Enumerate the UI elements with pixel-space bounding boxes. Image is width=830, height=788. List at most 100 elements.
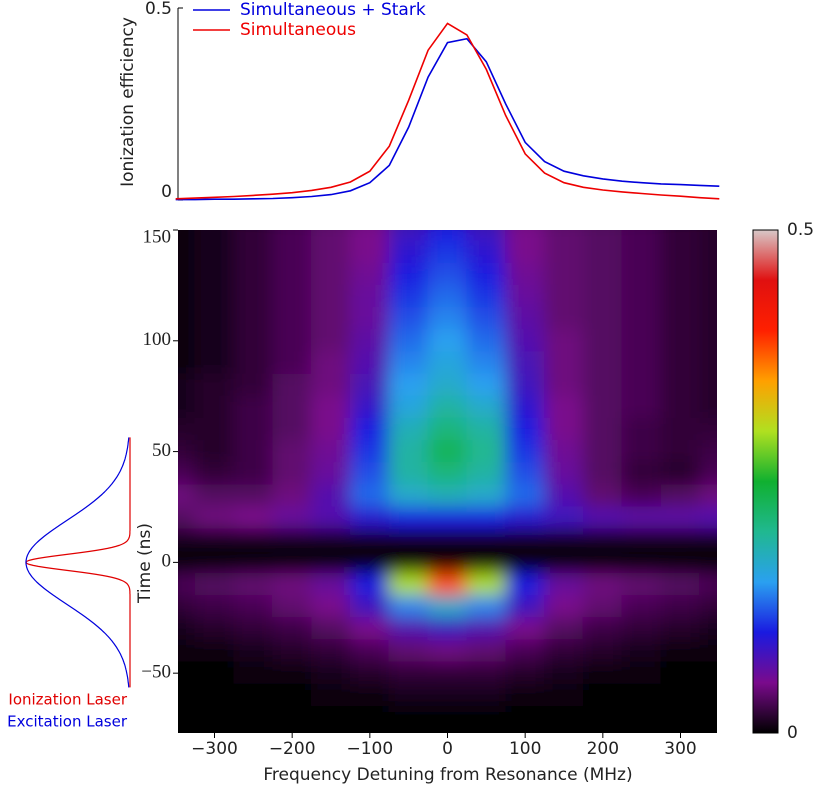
heatmap-cell — [582, 351, 623, 375]
heatmap-cell — [427, 705, 468, 730]
heatmap-cell — [349, 373, 390, 397]
heatmap-cell — [582, 639, 623, 663]
heatmap-cell — [178, 307, 196, 331]
heatmap-cell — [621, 572, 662, 597]
heatmap-cell — [699, 351, 717, 375]
heatmap-cell — [178, 639, 196, 663]
heatmap-cell — [582, 329, 623, 353]
heatmap-cell — [544, 351, 584, 375]
heatmap-cell — [621, 484, 662, 508]
heatmap-cell — [699, 462, 717, 486]
heatmap-cell — [388, 617, 429, 641]
heatmap-cell — [388, 572, 429, 597]
heatmap-cell — [466, 373, 507, 397]
heatmap-cell — [505, 262, 546, 286]
heatmap-cell — [582, 506, 623, 530]
heatmap-cell — [505, 230, 546, 242]
heatmap-cell — [505, 240, 546, 264]
heatmap-cell — [466, 661, 507, 685]
heatmap-cell — [194, 440, 235, 464]
heatmap-cell — [178, 550, 196, 574]
heatmap-cell — [194, 351, 235, 375]
heatmap-cell — [660, 550, 701, 574]
heatmap-cell — [544, 617, 584, 641]
heatmap-cell — [621, 329, 662, 353]
heatmap-cell — [388, 462, 429, 486]
heatmap-cell — [311, 550, 351, 574]
heatmap-cell — [349, 284, 390, 309]
heatmap-cell — [233, 617, 274, 641]
heatmap-cell — [427, 617, 468, 641]
heatmap-cell — [178, 395, 196, 419]
heatmap-cell — [349, 440, 390, 464]
heatmap-cell — [660, 284, 701, 309]
heatmap-cell — [505, 683, 546, 707]
heatmap-cell — [194, 462, 235, 486]
heatmap-cell — [233, 240, 274, 264]
heatmap-cell — [194, 661, 235, 685]
heatmap-cell — [660, 639, 701, 663]
heatmap-cell — [194, 572, 235, 597]
heatmap-cell — [311, 240, 351, 264]
heatmap-cell — [582, 417, 623, 442]
x-tick-label: 0 — [442, 739, 453, 759]
heatmap-cell — [621, 417, 662, 442]
heatmap-cell — [505, 329, 546, 353]
heatmap-cell — [505, 351, 546, 375]
heatmap-cell — [427, 484, 468, 508]
heatmap-cell — [349, 550, 390, 574]
x-tick-label: −300 — [191, 739, 238, 759]
y-tick-label: 0.5 — [145, 0, 172, 19]
heatmap-cell — [660, 240, 701, 264]
heatmap-cell — [178, 661, 196, 685]
heatmap-cell — [699, 683, 717, 707]
heatmap-cell — [311, 462, 351, 486]
heatmap-cell — [178, 484, 196, 508]
heatmap-cell — [427, 506, 468, 530]
heatmap-cell — [660, 230, 701, 242]
heatmap-cell — [660, 462, 701, 486]
heatmap-cell — [349, 351, 390, 375]
heatmap-cell — [427, 240, 468, 264]
heatmap-cell — [544, 240, 584, 264]
heatmap-cell — [466, 307, 507, 331]
heatmap-cell — [233, 373, 274, 397]
heatmap-cell — [699, 329, 717, 353]
heatmap-cell — [621, 661, 662, 685]
heatmap-cell — [233, 440, 274, 464]
heatmap-cell — [349, 506, 390, 530]
heatmap-cell — [660, 417, 701, 442]
heatmap-cell — [427, 262, 468, 286]
heatmap-cell — [582, 307, 623, 331]
heatmap-cell — [466, 284, 507, 309]
data-line — [175, 37, 720, 201]
heatmap-cell — [544, 639, 584, 663]
heatmap-cell — [178, 351, 196, 375]
heatmap-cell — [194, 284, 235, 309]
heatmap-cell — [272, 506, 313, 530]
y-axis-label: Ionization efficiency — [118, 17, 138, 187]
heatmap-cell — [178, 373, 196, 397]
heatmap-cell — [466, 595, 507, 619]
heatmap — [178, 230, 717, 733]
heatmap-cell — [178, 230, 196, 242]
heatmap-cell — [427, 528, 468, 552]
heatmap-cell — [388, 417, 429, 442]
heatmap-cell — [582, 284, 623, 309]
heatmap-cell — [194, 395, 235, 419]
heatmap-cell — [194, 262, 235, 286]
heatmap-cell — [311, 639, 351, 663]
heatmap-cell — [272, 284, 313, 309]
heatmap-cell — [466, 395, 507, 419]
laser-label: Ionization Laser — [8, 691, 127, 709]
heatmap-cell — [388, 506, 429, 530]
heatmap-cell — [505, 284, 546, 309]
heatmap-cell — [582, 262, 623, 286]
heatmap-cell — [311, 417, 351, 442]
heatmap-cell — [194, 417, 235, 442]
heatmap-cell — [466, 550, 507, 574]
heatmap-cell — [427, 595, 468, 619]
heatmap-cell — [660, 440, 701, 464]
heatmap-cell — [621, 230, 662, 242]
